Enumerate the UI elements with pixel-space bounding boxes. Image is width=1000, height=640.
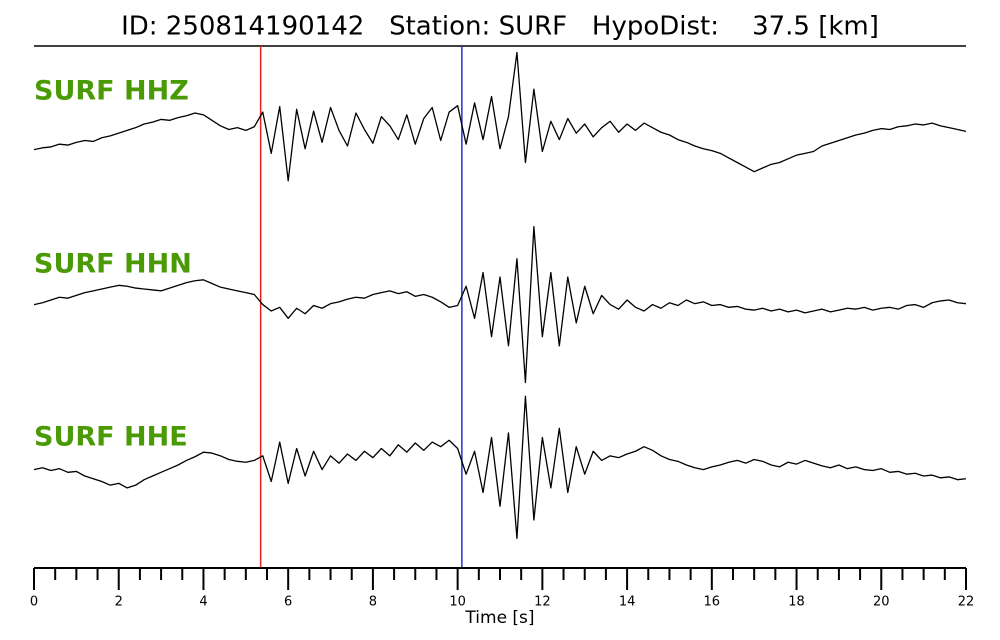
- chart-title: ID: 250814190142 Station: SURF HypoDist:…: [121, 12, 879, 42]
- x-tick-label: 20: [873, 595, 890, 610]
- x-tick-label: 10: [449, 595, 466, 610]
- x-tick-label: 14: [619, 595, 636, 610]
- trace-label: SURF HHE: [34, 422, 188, 453]
- waveform: [33, 395, 967, 539]
- x-tick-label: 22: [958, 595, 975, 610]
- x-tick-label: 18: [788, 595, 805, 610]
- x-tick-label: 4: [199, 595, 207, 610]
- waveform: [33, 226, 967, 384]
- trace-label: SURF HHN: [34, 249, 192, 280]
- x-tick-label: 0: [30, 595, 38, 610]
- x-axis-label: Time [s]: [464, 608, 534, 628]
- trace-label: SURF HHZ: [34, 76, 189, 107]
- x-tick-label: 6: [284, 595, 292, 610]
- x-tick-label: 2: [115, 595, 123, 610]
- x-tick-label: 8: [369, 595, 377, 610]
- waveform: [33, 51, 967, 182]
- x-tick-label: 12: [534, 595, 551, 610]
- x-tick-label: 16: [704, 595, 721, 610]
